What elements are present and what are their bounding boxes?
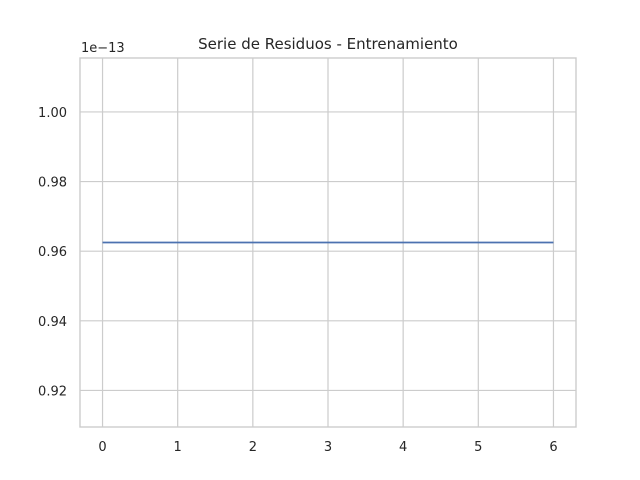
x-tick-label: 1 (174, 440, 182, 455)
x-tick-label: 4 (399, 440, 407, 455)
x-tick-label: 5 (474, 440, 482, 455)
x-tick-label: 3 (324, 440, 332, 455)
y-tick-label: 0.92 (38, 384, 67, 399)
x-tick-label: 6 (549, 440, 557, 455)
x-tick-label: 2 (249, 440, 257, 455)
y-tick-labels: 0.92 0.94 0.96 0.98 1.00 (38, 106, 67, 399)
x-tick-labels: 0 1 2 3 4 5 6 (98, 440, 557, 455)
y-offset-label: 1e−13 (81, 41, 125, 56)
y-tick-label: 0.96 (38, 245, 67, 260)
y-tick-label: 0.94 (38, 315, 67, 330)
y-tick-label: 0.98 (38, 176, 67, 191)
x-tick-label: 0 (98, 440, 106, 455)
y-tick-label: 1.00 (38, 106, 67, 121)
chart-title: Serie de Residuos - Entrenamiento (198, 35, 458, 53)
plot-frame (79, 57, 577, 428)
